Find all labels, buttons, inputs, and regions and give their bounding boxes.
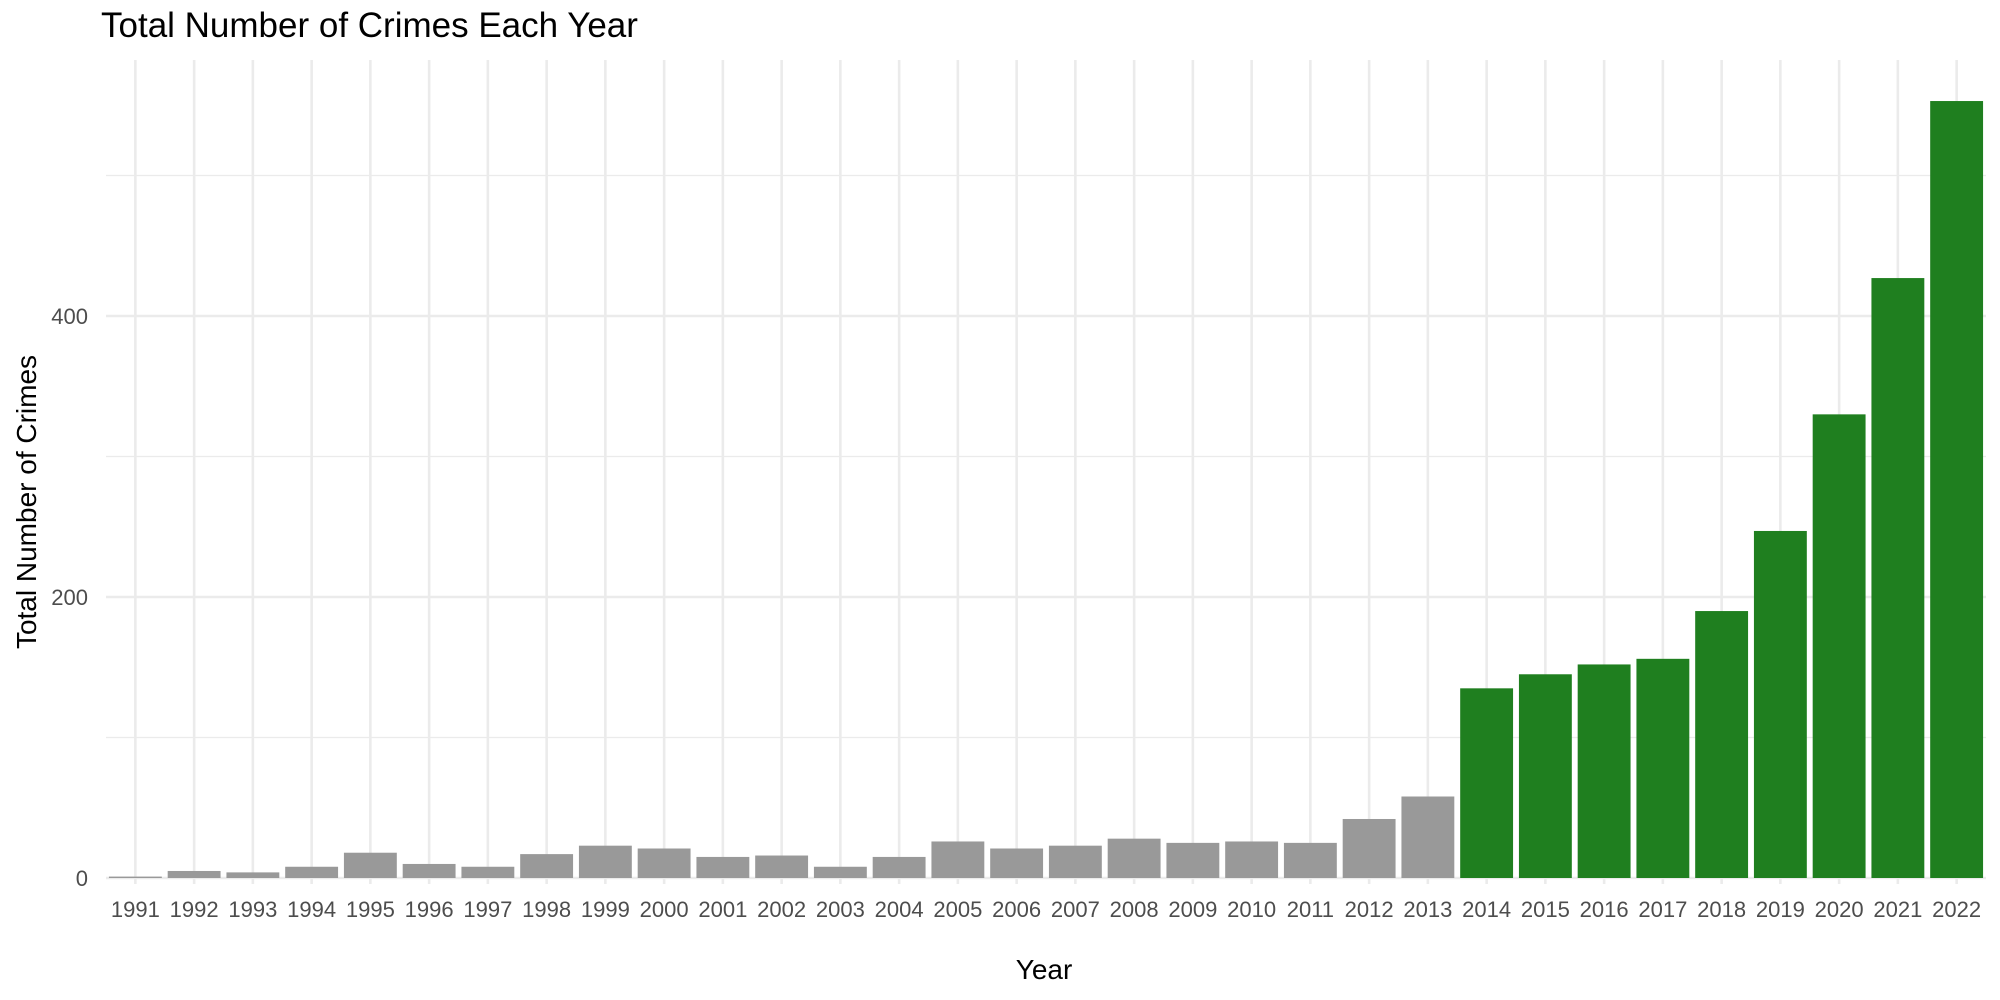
x-tick-label: 2022 (1932, 897, 1981, 922)
bar-2015 (1518, 674, 1572, 878)
bar-1993 (226, 872, 280, 878)
bar-1996 (402, 863, 456, 878)
bar-2006 (990, 848, 1044, 878)
bar-2016 (1577, 664, 1631, 878)
bar-2022 (1930, 101, 1984, 878)
bar-2003 (813, 866, 867, 878)
bar-2001 (696, 856, 750, 878)
x-tick-label: 1994 (287, 897, 336, 922)
x-tick-label: 2000 (640, 897, 689, 922)
bar-2009 (1166, 842, 1220, 878)
bar-1997 (461, 866, 515, 878)
x-tick-label: 1992 (170, 897, 219, 922)
bar-2011 (1283, 842, 1337, 878)
bar-2018 (1695, 611, 1749, 878)
bar-2007 (1048, 845, 1102, 878)
x-tick-label: 2011 (1287, 897, 1334, 922)
bar-2012 (1342, 818, 1396, 878)
x-tick-label: 2008 (1110, 897, 1159, 922)
x-tick-label: 2005 (933, 897, 982, 922)
y-tick-label: 200 (51, 585, 88, 610)
x-tick-label: 2012 (1345, 897, 1394, 922)
x-tick-label: 2006 (992, 897, 1041, 922)
x-tick-label: 2007 (1051, 897, 1100, 922)
x-tick-label: 2004 (875, 897, 924, 922)
bar-2004 (872, 856, 926, 878)
x-tick-label: 2015 (1521, 897, 1570, 922)
bar-2019 (1753, 530, 1807, 878)
bar-2008 (1107, 838, 1161, 878)
x-tick-label: 1999 (581, 897, 630, 922)
bar-2021 (1871, 278, 1925, 878)
x-tick-label: 2001 (698, 897, 747, 922)
y-axis-title: Total Number of Crimes (11, 354, 42, 650)
x-tick-label: 1995 (346, 897, 395, 922)
bar-1995 (343, 852, 397, 878)
bars (108, 101, 1984, 878)
x-tick-label: 2017 (1638, 897, 1687, 922)
x-tick-label: 2016 (1580, 897, 1629, 922)
bar-2002 (755, 855, 809, 878)
bar-2005 (931, 841, 985, 878)
bar-2013 (1401, 796, 1455, 878)
y-tick-label: 400 (51, 304, 88, 329)
x-tick-label: 2009 (1168, 897, 1217, 922)
x-tick-label: 2021 (1873, 897, 1922, 922)
x-tick-label: 1993 (228, 897, 277, 922)
x-axis-ticks: 1991 1992 1993 1994 1995 1996 1997 1998 1999 2000… (111, 897, 1981, 922)
bar-2010 (1225, 841, 1279, 878)
bar-1998 (520, 854, 574, 878)
x-tick-label: 1996 (405, 897, 454, 922)
bar-2017 (1636, 658, 1690, 878)
x-tick-label: 2019 (1756, 897, 1805, 922)
chart-title: Total Number of Crimes Each Year (101, 6, 638, 45)
x-tick-label: 1998 (522, 897, 571, 922)
bar-1999 (578, 845, 632, 878)
x-axis-title-text: Year (1015, 954, 1073, 985)
x-tick-label: 2020 (1815, 897, 1864, 922)
bar-1994 (285, 866, 339, 878)
y-tick-label: 0 (76, 866, 88, 891)
x-tick-label: 2003 (816, 897, 865, 922)
bar-1992 (167, 870, 221, 878)
y-axis-ticks: 0 200 400 (51, 304, 88, 891)
x-tick-label: 1991 (111, 897, 160, 922)
x-tick-label: 2013 (1403, 897, 1452, 922)
bar-2020 (1812, 414, 1866, 878)
bar-1991 (108, 876, 162, 878)
bar-2014 (1460, 688, 1514, 878)
bar-2000 (637, 848, 691, 878)
x-tick-label: 2014 (1462, 897, 1511, 922)
x-tick-label: 2002 (757, 897, 806, 922)
x-tick-label: 2010 (1227, 897, 1276, 922)
x-tick-label: 2018 (1697, 897, 1746, 922)
x-tick-label: 1997 (463, 897, 512, 922)
